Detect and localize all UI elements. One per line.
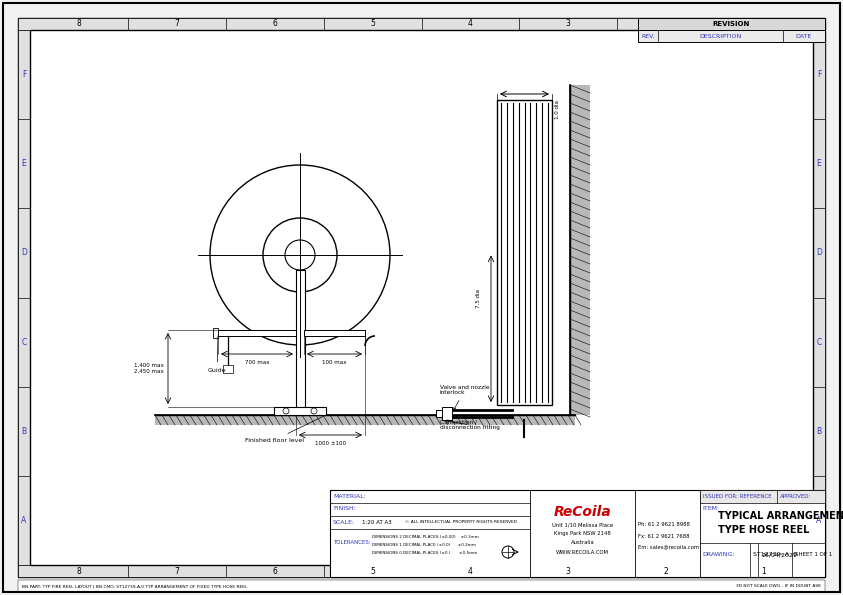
Text: TYPE HOSE REEL: TYPE HOSE REEL	[718, 525, 809, 535]
Text: E: E	[817, 159, 821, 168]
Text: 3: 3	[566, 566, 571, 575]
Text: C: C	[21, 337, 27, 346]
Text: SCALE:: SCALE:	[333, 519, 355, 525]
Text: B: B	[816, 427, 822, 436]
Text: 6: 6	[272, 566, 277, 575]
Text: E: E	[22, 159, 26, 168]
Text: FINISH:: FINISH:	[333, 506, 356, 512]
Circle shape	[285, 240, 315, 270]
Bar	[18, 18, 825, 30]
Text: 3D NOT SCALE DWG - IF IN DOUBT ASK: 3D NOT SCALE DWG - IF IN DOUBT ASK	[736, 584, 821, 588]
Text: WWW.RECOILA.COM: WWW.RECOILA.COM	[556, 550, 609, 555]
Text: DESCRIPTION: DESCRIPTION	[700, 33, 742, 39]
Bar	[218, 330, 296, 336]
Bar	[304, 330, 365, 336]
Text: MATERIAL:: MATERIAL:	[333, 493, 366, 499]
Text: 3: 3	[566, 20, 571, 29]
Text: 6: 6	[272, 20, 277, 29]
Text: BN PART: TYP FIRE REEL LAYOUT | BN CMO: ST12739-A.0 TYP ARRANGEMENT OF FIXED TYP: BN PART: TYP FIRE REEL LAYOUT | BN CMO: …	[22, 584, 247, 588]
Text: Connection /
disconnection fitting: Connection / disconnection fitting	[440, 419, 500, 430]
Bar	[442, 407, 452, 420]
Text: 8: 8	[77, 20, 81, 29]
Text: SHEET 1 OF 1: SHEET 1 OF 1	[795, 553, 832, 558]
Bar	[223, 365, 233, 373]
Text: 1: 1	[762, 20, 766, 29]
Bar	[813, 30, 825, 565]
Bar	[18, 565, 825, 577]
Text: TYPICAL ARRANGEMENT OF FIXED: TYPICAL ARRANGEMENT OF FIXED	[718, 511, 843, 521]
Bar	[18, 580, 825, 592]
Bar	[30, 30, 813, 565]
Text: 1.0 dia: 1.0 dia	[555, 100, 560, 119]
Text: Valve and nozzle
interlock: Valve and nozzle interlock	[440, 384, 490, 410]
Text: DIMENSIONS 0 DECIMAL PLACES (±0.)       ±0.5mm: DIMENSIONS 0 DECIMAL PLACES (±0.) ±0.5mm	[372, 551, 477, 555]
Bar	[700, 490, 825, 503]
Text: Kings Park NSW 2148: Kings Park NSW 2148	[554, 531, 611, 537]
Bar	[436, 410, 442, 417]
Text: Ph: 61 2 9621 8988: Ph: 61 2 9621 8988	[638, 522, 690, 528]
Text: ReCoila: ReCoila	[554, 505, 611, 519]
Text: 1000 ±100: 1000 ±100	[315, 441, 346, 446]
Text: 5: 5	[370, 20, 375, 29]
Text: D: D	[21, 249, 27, 258]
Text: 7: 7	[175, 566, 180, 575]
Text: Finished floor level: Finished floor level	[245, 416, 324, 443]
Bar	[330, 490, 825, 577]
Circle shape	[311, 408, 317, 414]
Bar	[18, 30, 30, 565]
Text: DATE: DATE	[796, 33, 812, 39]
Text: 2: 2	[663, 20, 668, 29]
Text: DIMENSIONS 1 DECIMAL PLACE (±0.0)      ±0.2mm: DIMENSIONS 1 DECIMAL PLACE (±0.0) ±0.2mm	[372, 543, 476, 547]
Text: DIMENSIONS 2 DECIMAL PLACES (±0.00)    ±0.1mm: DIMENSIONS 2 DECIMAL PLACES (±0.00) ±0.1…	[372, 535, 479, 539]
Text: A: A	[21, 516, 27, 525]
Text: D: D	[816, 249, 822, 258]
Text: 1:20 AT A3: 1:20 AT A3	[362, 519, 392, 525]
Bar	[638, 30, 825, 42]
Text: F: F	[817, 70, 821, 79]
Text: Em: sales@recoila.com: Em: sales@recoila.com	[638, 544, 699, 550]
Text: REV.: REV.	[642, 33, 655, 39]
Text: Fx: 61 2 9621 7688: Fx: 61 2 9621 7688	[638, 534, 690, 538]
Bar	[155, 415, 575, 425]
Bar	[638, 18, 825, 30]
Text: DRAWING:: DRAWING:	[702, 553, 734, 558]
Text: 8: 8	[77, 566, 81, 575]
Bar	[570, 85, 590, 415]
Text: Guide: Guide	[208, 336, 227, 372]
Bar	[497, 100, 552, 405]
Text: A: A	[816, 516, 822, 525]
Text: F: F	[22, 70, 26, 79]
Text: 7: 7	[175, 20, 180, 29]
Text: ISSUED FOR: REFERENCE: ISSUED FOR: REFERENCE	[703, 493, 771, 499]
Bar	[296, 270, 305, 415]
Text: Australia: Australia	[571, 540, 594, 546]
Text: ST12739- A .0: ST12739- A .0	[753, 553, 797, 558]
Text: REVISION: REVISION	[713, 21, 750, 27]
Text: ITEM:: ITEM:	[702, 506, 719, 512]
Text: 100 max: 100 max	[322, 360, 346, 365]
Circle shape	[210, 165, 390, 345]
Text: 1: 1	[762, 566, 766, 575]
Text: 1,400 max
2,450 max: 1,400 max 2,450 max	[134, 363, 164, 374]
Text: Unit 1/10 Melissa Place: Unit 1/10 Melissa Place	[552, 522, 613, 528]
Bar	[213, 328, 218, 338]
Text: 7.5 dia: 7.5 dia	[476, 289, 481, 308]
Text: 4: 4	[468, 566, 473, 575]
Text: 5: 5	[370, 566, 375, 575]
Text: 26/04/2021: 26/04/2021	[761, 553, 797, 558]
Circle shape	[263, 218, 337, 292]
Text: APPROVED:: APPROVED:	[780, 493, 811, 499]
Text: © ALL INTELLECTUAL PROPERTY RIGHTS RESERVED: © ALL INTELLECTUAL PROPERTY RIGHTS RESER…	[405, 520, 517, 524]
Text: 4: 4	[468, 20, 473, 29]
Text: B: B	[21, 427, 27, 436]
Text: TOLERANCES:: TOLERANCES:	[333, 540, 371, 546]
Circle shape	[283, 408, 289, 414]
Text: 2: 2	[663, 566, 668, 575]
Text: 700 max: 700 max	[244, 360, 269, 365]
Text: C: C	[816, 337, 822, 346]
Bar	[274, 407, 326, 415]
